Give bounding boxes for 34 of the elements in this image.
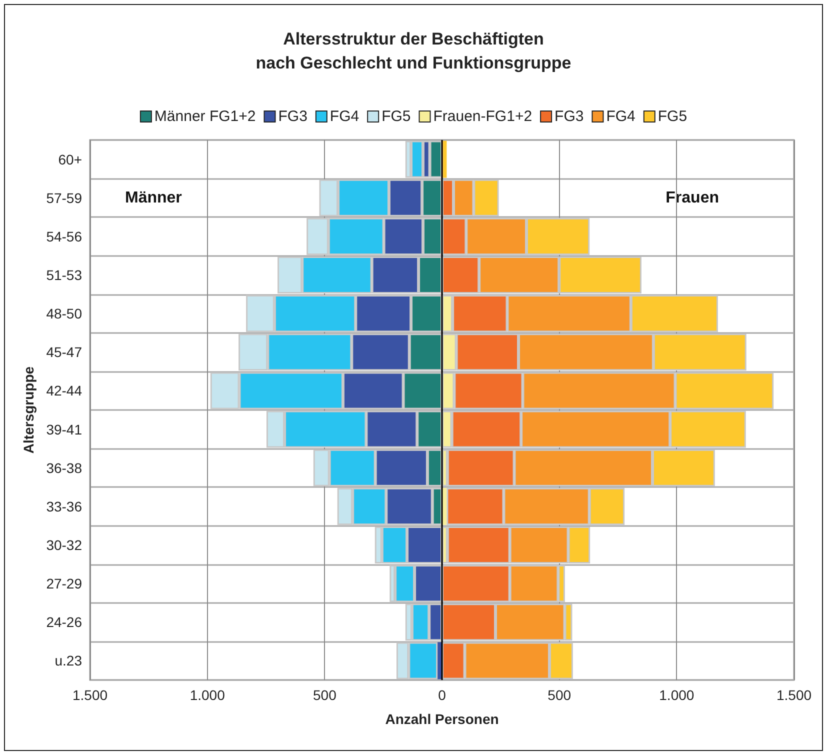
x-tick-label: 1.000 [190, 687, 226, 703]
y-tick-label: 42-44 [46, 382, 82, 399]
y-tick-label: 51-53 [46, 267, 82, 283]
x-tick-label: 500 [548, 687, 572, 703]
x-tick-label: 500 [312, 687, 337, 703]
y-tick-label: u.23 [54, 652, 82, 669]
x-tick-label: 1.500 [776, 687, 812, 703]
legend-label: FG3 [554, 108, 584, 125]
legend-label: FG3 [278, 108, 308, 125]
y-tick-label: 60+ [58, 151, 82, 168]
y-tick-label: 54-56 [46, 228, 82, 244]
x-tick-label: 0 [438, 687, 446, 703]
annotation: Frauen [666, 190, 719, 206]
y-tick-label: 39-41 [46, 421, 82, 438]
y-tick-label: 27-29 [46, 576, 82, 592]
x-axis-title: Anzahl Personen [385, 711, 499, 727]
y-tick-label: 45-47 [46, 344, 82, 360]
y-tick-label: 36-38 [46, 460, 82, 476]
x-tick-label: 1.000 [659, 687, 694, 703]
y-tick-label: 24-26 [46, 614, 82, 630]
legend-label: FG5 [382, 108, 411, 125]
legend-label: FG5 [658, 108, 688, 125]
y-tick-label: 48-50 [46, 306, 82, 322]
legend-label: Männer FG1+2 [154, 108, 256, 125]
y-tick-label: 30-32 [46, 537, 82, 553]
legend-label: FG4 [330, 108, 360, 125]
y-tick-label: 33-36 [46, 498, 82, 514]
legend-label: Frauen-FG1+2 [433, 108, 532, 125]
y-axis-title: Altersgruppe [20, 366, 36, 454]
legend-label: FG4 [606, 108, 636, 125]
x-tick-label: 1.500 [72, 687, 108, 703]
y-tick-label: 57-59 [46, 190, 82, 206]
chart-title: Altersstruktur der Beschäftigten nach Geschlecht und Funktionsgruppe [256, 30, 572, 72]
annotation: Männer [125, 190, 182, 206]
